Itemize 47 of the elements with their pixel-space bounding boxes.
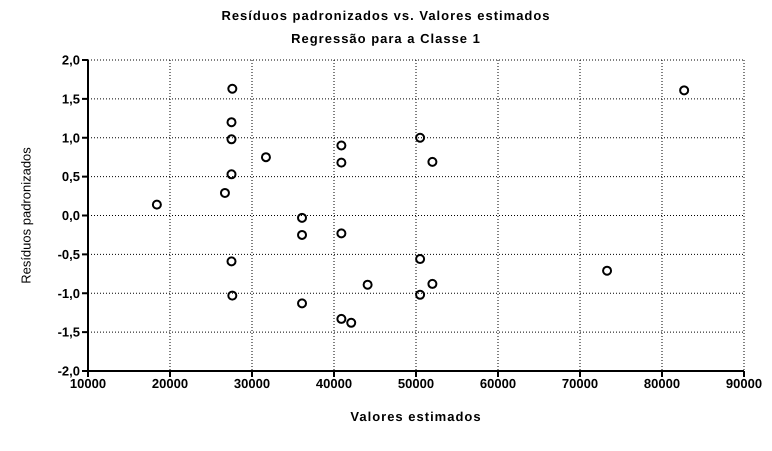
point	[227, 290, 238, 301]
point	[415, 132, 426, 143]
point	[362, 280, 373, 290]
y-tick-label: 1,5	[62, 91, 80, 106]
point	[336, 228, 346, 238]
point	[297, 230, 308, 240]
y-tick-label: -0,5	[58, 246, 80, 262]
y-tick-label: -1,0	[58, 286, 80, 301]
point	[336, 314, 346, 324]
y-tick-label: -1,5	[58, 324, 80, 340]
point	[227, 84, 238, 94]
point	[679, 85, 690, 96]
x-tick-label: 30000	[234, 376, 270, 392]
point	[226, 256, 236, 266]
x-tick-label: 60000	[480, 376, 516, 392]
point	[336, 140, 346, 151]
point	[602, 266, 612, 276]
point	[336, 158, 346, 168]
chart-title: Resíduos padronizados vs. Valores estimados	[220, 8, 552, 23]
x-tick-label: 90000	[726, 376, 762, 392]
y-tick-label: -2,0	[58, 364, 80, 379]
point	[226, 117, 236, 128]
y-tick-label: 0,5	[62, 169, 80, 184]
point	[220, 188, 230, 198]
point	[415, 290, 426, 300]
point	[297, 212, 308, 223]
x-axis-title: Valores estimados	[350, 409, 482, 424]
point	[297, 298, 308, 308]
point	[226, 169, 236, 180]
y-axis-title: Resíduos padronizados	[18, 146, 34, 284]
chart-subtitle: Regressão para a Classe 1	[290, 31, 482, 46]
point	[346, 318, 356, 328]
point	[427, 156, 438, 167]
y-tick-label: 0,0	[62, 208, 80, 224]
x-tick-label: 40000	[316, 376, 352, 392]
y-tick-label: 1,0	[62, 130, 80, 146]
point	[226, 134, 236, 144]
x-tick-label: 20000	[152, 376, 188, 392]
point	[152, 200, 162, 210]
x-tick-label: 10000	[70, 376, 106, 392]
x-tick-label: 70000	[562, 376, 598, 392]
point	[427, 278, 438, 289]
point	[260, 152, 271, 162]
point	[415, 254, 426, 264]
x-tick-label: 50000	[398, 376, 434, 392]
y-tick-label: 2,0	[62, 52, 80, 68]
x-tick-label: 80000	[644, 376, 680, 392]
